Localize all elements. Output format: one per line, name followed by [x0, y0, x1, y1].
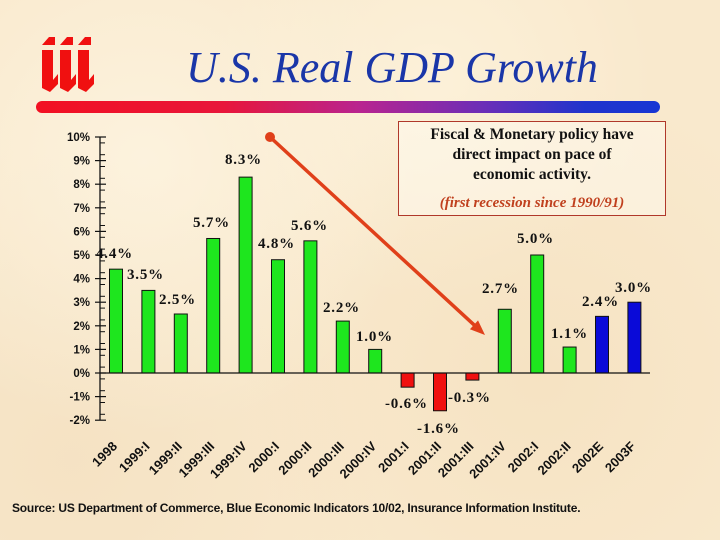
data-label: 5.6%	[291, 218, 328, 234]
bar-2000-iv	[368, 348, 383, 374]
x-tick-label: 1999:IV	[207, 438, 250, 481]
y-tick-label: 9%	[73, 156, 90, 168]
x-tick-label: 2003F	[602, 438, 639, 475]
data-label: -0.3%	[448, 390, 491, 406]
y-tick-label: 3%	[73, 297, 90, 309]
y-tick-label: 8%	[73, 179, 90, 191]
data-label: 2.4%	[582, 294, 619, 310]
bar-2002-ii	[562, 346, 577, 374]
x-tick-label: 2001:IV	[466, 438, 509, 481]
y-tick-label: 10%	[67, 132, 90, 144]
annotation-arrowhead-icon	[469, 320, 485, 335]
source-footnote: Source: US Department of Commerce, Blue …	[12, 501, 581, 515]
bar-2001-i	[400, 372, 415, 388]
data-label: 2.5%	[159, 292, 196, 308]
x-tick-label: 2002:II	[534, 439, 573, 478]
bar-1999-i	[141, 289, 156, 374]
data-label: 3.5%	[127, 267, 164, 283]
y-tick-label: 6%	[73, 226, 90, 238]
iii-logo-icon	[42, 37, 94, 92]
bar-1999-ii	[173, 313, 188, 374]
y-tick-label: -1%	[70, 392, 90, 404]
bar-2003f	[627, 301, 642, 374]
bar-1999-iv	[238, 176, 253, 374]
bar-2002-i	[530, 254, 545, 374]
bar-1998	[109, 268, 123, 374]
annotation-arrow-dot	[265, 132, 275, 142]
y-tick-label: -2%	[70, 415, 90, 427]
callout-line: Fiscal & Monetary policy have	[430, 126, 634, 143]
bar-1999-iii	[206, 237, 221, 374]
callout-line: direct impact on pace of	[452, 146, 612, 163]
callout-line: economic activity.	[473, 166, 591, 183]
data-label: 1.1%	[551, 326, 588, 342]
data-label: -1.6%	[417, 421, 460, 437]
callout-note: (first recession since 1990/91)	[439, 195, 625, 211]
bar-2000-ii	[303, 240, 318, 374]
data-label: 5.7%	[193, 215, 230, 231]
y-tick-label: 0%	[73, 368, 90, 380]
bar-2001-iv	[497, 308, 512, 374]
y-tick-label: 2%	[73, 321, 90, 333]
data-label: 2.7%	[482, 281, 519, 297]
data-label: 8.3%	[225, 152, 262, 168]
y-tick-label: 5%	[73, 250, 90, 262]
y-tick-label: 4%	[73, 274, 90, 286]
bar-2001-iii	[465, 372, 480, 381]
y-tick-label: 7%	[73, 203, 90, 215]
data-label: 4.8%	[258, 236, 295, 252]
bar-2000-iii	[335, 320, 350, 374]
data-label: 3.0%	[615, 280, 652, 296]
x-tick-label: 2000:IV	[337, 438, 380, 481]
annotation-callout-box: Fiscal & Monetary policy have direct imp…	[398, 121, 666, 216]
data-label: 2.2%	[323, 300, 360, 316]
x-tick-label: 2002E	[569, 438, 606, 475]
annotation-arrow-line	[268, 135, 476, 327]
data-label: -0.6%	[385, 396, 428, 412]
page-title: U.S. Real GDP Growth	[186, 43, 598, 92]
bar-2002e	[595, 315, 609, 374]
bar-2000-i	[271, 259, 285, 374]
y-tick-label: 1%	[73, 344, 90, 356]
data-label: 1.0%	[356, 329, 393, 345]
data-label: 4.4%	[96, 246, 133, 262]
data-label: 5.0%	[517, 231, 554, 247]
bar-2001-ii	[433, 372, 447, 412]
title-underline-divider	[36, 101, 660, 113]
